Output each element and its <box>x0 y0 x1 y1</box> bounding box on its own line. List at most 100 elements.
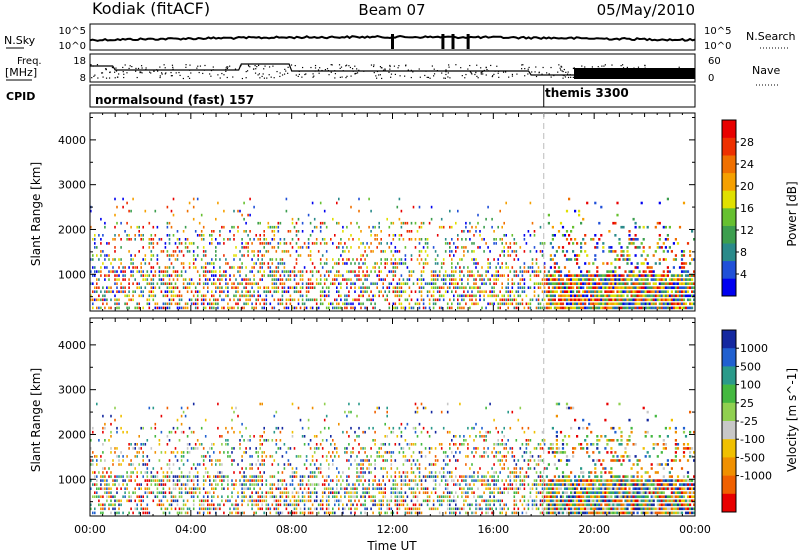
range-gate-cell <box>691 499 694 503</box>
range-gate-cell <box>354 274 356 277</box>
range-gate-cell <box>513 242 516 245</box>
freq-point <box>511 75 514 77</box>
range-gate-cell <box>469 294 471 298</box>
range-gate-cell <box>154 302 157 306</box>
freq-point <box>287 66 289 68</box>
range-gate-cell <box>543 262 546 265</box>
range-gate-cell <box>670 487 673 490</box>
range-gate-cell <box>188 491 191 494</box>
range-gate-cell <box>537 298 540 302</box>
freq-point <box>447 76 449 78</box>
range-gate-cell <box>104 254 106 257</box>
range-gate-cell <box>529 250 532 253</box>
range-gate-cell <box>563 298 567 302</box>
range-gate-cell <box>134 507 136 511</box>
range-gate-cell <box>188 266 191 269</box>
range-gate-cell <box>614 278 617 281</box>
range-gate-cell <box>253 266 255 269</box>
range-gate-cell <box>102 507 104 511</box>
range-gate-cell <box>676 487 680 490</box>
range-gate-cell <box>682 487 686 490</box>
range-gate-cell <box>610 302 613 306</box>
range-gate-cell <box>420 270 423 273</box>
range-gate-cell <box>386 242 388 245</box>
range-gate-cell <box>398 262 401 265</box>
range-gate-cell <box>578 209 581 213</box>
range-gate-cell <box>275 503 278 507</box>
range-gate-cell <box>654 298 657 302</box>
freq-point <box>591 66 593 68</box>
range-gate-cell <box>449 298 451 302</box>
range-gate-cell <box>442 491 445 494</box>
range-gate-cell <box>275 286 278 289</box>
freq-point <box>567 76 570 79</box>
freq-point <box>268 74 270 76</box>
range-gate-cell <box>630 298 633 302</box>
range-gate-cell <box>94 242 96 245</box>
freq-point <box>461 75 463 77</box>
range-gate-cell <box>396 487 399 490</box>
range-gate-cell <box>664 238 667 241</box>
range-gate-cell <box>561 503 565 507</box>
range-gate-cell <box>608 495 611 498</box>
range-gate-cell <box>279 221 282 225</box>
range-gate-cell <box>547 290 550 293</box>
range-gate-cell <box>186 209 189 213</box>
freq-point <box>305 73 307 75</box>
range-gate-cell <box>630 499 633 503</box>
range-gate-cell <box>317 503 320 507</box>
range-gate-cell <box>112 495 114 498</box>
range-gate-cell <box>90 258 92 261</box>
range-gate-cell <box>152 286 155 289</box>
range-gate-cell <box>124 294 126 298</box>
range-gate-cell <box>422 298 425 302</box>
range-gate-cell <box>172 254 175 257</box>
range-gate-cell <box>259 294 261 298</box>
range-gate-cell <box>680 302 684 306</box>
range-gate-cell <box>678 274 682 277</box>
range-gate-cell <box>368 298 370 302</box>
range-gate-cell <box>148 262 151 265</box>
range-gate-cell <box>164 266 167 269</box>
range-gate-cell <box>640 507 643 511</box>
range-gate-cell <box>229 230 231 233</box>
range-gate-cell <box>672 278 675 281</box>
range-gate-cell <box>511 511 514 515</box>
range-gate-cell <box>618 286 621 289</box>
range-gate-cell <box>233 507 235 511</box>
freq-point <box>356 68 358 70</box>
range-gate-cell <box>364 499 366 503</box>
range-gate-cell <box>487 511 489 515</box>
range-gate-cell <box>140 266 142 269</box>
range-gate-cell <box>416 507 419 511</box>
range-gate-cell <box>225 294 227 298</box>
range-gate-cell <box>451 250 453 253</box>
range-gate-cell <box>527 302 530 306</box>
range-gate-cell <box>186 302 189 306</box>
range-gate-cell <box>352 503 354 507</box>
range-gate-cell <box>126 234 128 237</box>
range-gate-cell <box>636 302 639 306</box>
range-gate-cell <box>642 238 645 241</box>
range-gate-cell <box>202 266 205 269</box>
range-gate-cell <box>465 302 467 306</box>
range-gate-cell <box>543 270 546 273</box>
range-gate-cell <box>523 507 526 511</box>
range-gate-cell <box>168 306 171 310</box>
range-gate-cell <box>646 487 649 490</box>
range-gate-cell <box>594 234 597 237</box>
range-gate-cell <box>670 491 673 494</box>
range-gate-cell <box>618 242 621 245</box>
range-gate-cell <box>247 487 249 490</box>
range-gate-cell <box>378 507 380 511</box>
range-gate-cell <box>410 306 413 310</box>
range-gate-cell <box>582 495 585 498</box>
range-gate-cell <box>533 270 536 273</box>
range-gate-cell <box>446 274 449 277</box>
range-gate-cell <box>632 495 635 498</box>
power-colorbar-label: Power [dB] <box>785 181 799 246</box>
range-gate-cell <box>455 503 457 507</box>
range-gate-cell <box>574 294 577 298</box>
freq-point <box>225 69 227 71</box>
range-gate-cell <box>362 286 364 289</box>
